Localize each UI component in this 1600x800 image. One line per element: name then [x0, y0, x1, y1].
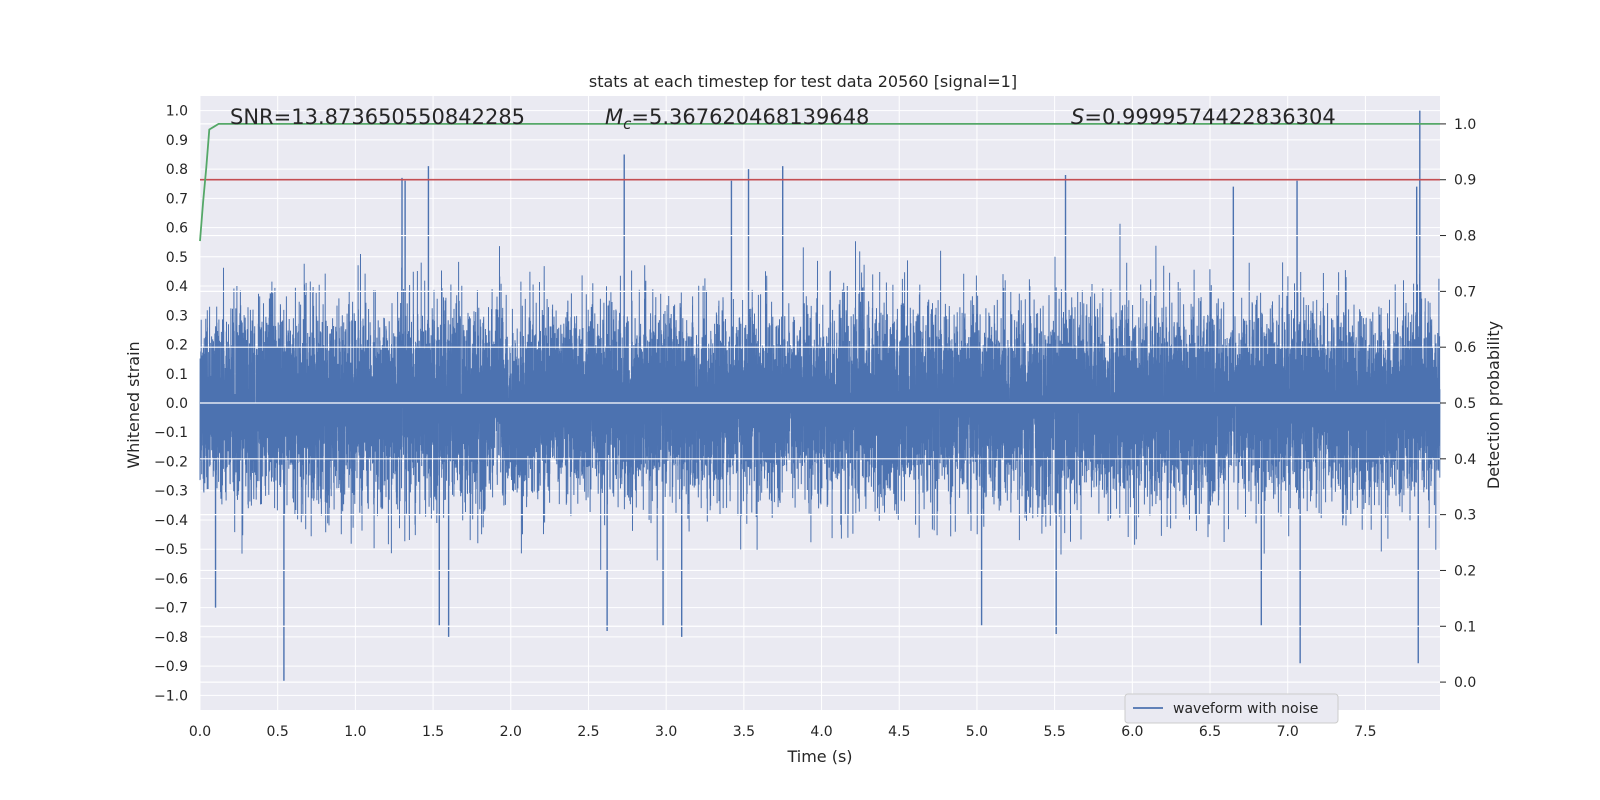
- y2-tick-label: 0.3: [1454, 508, 1476, 524]
- y-tick-label: 0.0: [166, 396, 188, 412]
- x-tick-label: 4.0: [810, 724, 832, 740]
- legend: waveform with noise: [1124, 693, 1339, 724]
- y-tick-label: 0.4: [166, 279, 188, 295]
- y-tick-label: 0.6: [166, 221, 188, 237]
- left-axis-tick-labels: 1.0 0.9 0.8 0.7 0.6 0.5 0.4 0.3 0.2 0.1 0.0 −0.1 −0.…: [154, 104, 188, 705]
- y2-tick-label: 0.9: [1454, 173, 1476, 189]
- y-tick-label: −0.1: [154, 425, 188, 441]
- x-tick-label: 1.5: [422, 724, 444, 740]
- y2-tick-label: 0.7: [1454, 284, 1476, 300]
- x-tick-label: 3.5: [733, 724, 755, 740]
- x-tick-label: 6.0: [1121, 724, 1143, 740]
- y-tick-label: −0.9: [154, 659, 188, 675]
- y2-tick-label: 0.4: [1454, 452, 1476, 468]
- x-tick-label: 2.0: [500, 724, 522, 740]
- y-tick-label: 1.0: [166, 104, 188, 120]
- right-axis-tick-labels: 1.0 0.9 0.8 0.7 0.6 0.5 0.4 0.3 0.2 0.1 0.0: [1454, 117, 1476, 691]
- x-tick-label: 4.5: [888, 724, 910, 740]
- x-tick-label: 3.0: [655, 724, 677, 740]
- y-tick-label: −0.3: [154, 484, 188, 500]
- y-tick-label: −0.4: [154, 513, 188, 529]
- right-axis-gridlines: [200, 123, 1446, 683]
- y-axis-title: Whitened strain: [124, 341, 143, 468]
- snr-annotation: SNR=13.873650550842285: [230, 105, 525, 129]
- s-annotation: S=0.9999574422836304: [1071, 105, 1336, 129]
- y2-tick-label: 0.6: [1454, 340, 1476, 356]
- x-tick-label: 7.0: [1277, 724, 1299, 740]
- y-tick-label: 0.7: [166, 191, 188, 207]
- x-tick-label: 5.5: [1044, 724, 1066, 740]
- y-tick-label: −1.0: [154, 688, 188, 704]
- y2-tick-label: 0.2: [1454, 563, 1476, 579]
- chirp-mass-annotation: Mc=5.367620468139648: [605, 105, 869, 133]
- legend-label: waveform with noise: [1173, 701, 1318, 717]
- y-tick-label: 0.9: [166, 133, 188, 149]
- waveform-with-noise-series: [199, 110, 1441, 681]
- y-tick-label: 0.2: [166, 338, 188, 354]
- y-tick-label: 0.3: [166, 308, 188, 324]
- y-tick-label: −0.7: [154, 601, 188, 617]
- y2-tick-label: 1.0: [1454, 117, 1476, 133]
- y-tick-label: 0.8: [166, 162, 188, 178]
- y2-tick-label: 0.8: [1454, 229, 1476, 245]
- x-tick-label: 5.0: [966, 724, 988, 740]
- y2-tick-label: 0.1: [1454, 619, 1476, 635]
- x-tick-label: 0.5: [267, 724, 289, 740]
- x-tick-label: 7.5: [1354, 724, 1376, 740]
- x-tick-label: 0.0: [189, 724, 211, 740]
- x-tick-label: 1.0: [344, 724, 366, 740]
- legend-box: [1124, 693, 1339, 724]
- detection-probability-line: [199, 123, 1440, 242]
- x-tick-label: 6.5: [1199, 724, 1221, 740]
- x-axis-tick-labels: 0.0 0.5 1.0 1.5 2.0 2.5 3.0 3.5 4.0 4.5 5.0 5.5 6.0 6…: [189, 724, 1377, 740]
- chart-title: stats at each timestep for test data 205…: [589, 72, 1017, 91]
- y-tick-label: −0.5: [154, 542, 188, 558]
- x-tick-label: 2.5: [577, 724, 599, 740]
- y-tick-label: −0.6: [154, 571, 188, 587]
- y-tick-label: 0.1: [166, 367, 188, 383]
- y-tick-label: −0.2: [154, 454, 188, 470]
- x-axis-title: Time (s): [786, 747, 852, 766]
- y2-tick-label: 0.0: [1454, 675, 1476, 691]
- y2-tick-label: 0.5: [1454, 396, 1476, 412]
- y-tick-label: 0.5: [166, 250, 188, 266]
- y2-axis-title: Detection probability: [1484, 321, 1503, 489]
- y-tick-label: −0.8: [154, 630, 188, 646]
